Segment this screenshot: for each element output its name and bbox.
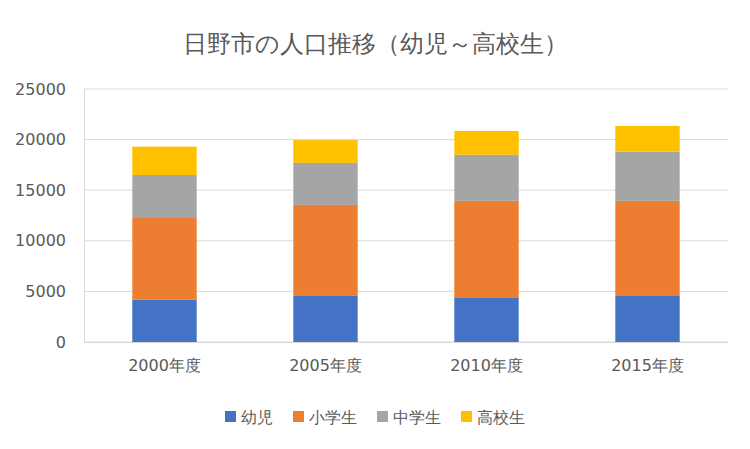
bar	[293, 163, 357, 205]
y-tick: 20000	[15, 130, 84, 149]
y-tick-label: 15000	[15, 181, 66, 200]
legend-item: 幼児	[225, 408, 273, 427]
legend-item: 小学生	[293, 408, 357, 427]
legend: 幼児 小学生 中学生 高校生	[225, 408, 525, 427]
x-tick-label: 2010年度	[450, 356, 523, 375]
x-axis-line	[85, 342, 729, 343]
y-tick-label: 25000	[15, 80, 66, 99]
bar	[293, 296, 357, 342]
chart: 日野市の人口推移（幼児～高校生） 0 5000 10000 15000 20000 2500…	[0, 0, 750, 449]
bar	[132, 175, 196, 218]
bar	[615, 296, 679, 342]
bar	[454, 201, 518, 298]
y-tick: 15000	[15, 181, 84, 200]
y-tick-label: 0	[56, 333, 66, 352]
y-tick: 25000	[15, 80, 84, 99]
x-axis: 2000年度 2005年度 2010年度 2015年度	[85, 342, 729, 375]
bar	[293, 205, 357, 296]
legend-label: 中学生	[393, 408, 441, 427]
title: 日野市の人口推移（幼児～高校生）	[183, 30, 568, 58]
x-tick: 2005年度	[289, 342, 362, 375]
x-tick-label: 2005年度	[289, 356, 362, 375]
legend-swatch	[225, 411, 236, 422]
y-tick-label: 5000	[25, 282, 66, 301]
legend-swatch	[461, 411, 472, 422]
y-tick-label: 20000	[15, 130, 66, 149]
background	[0, 0, 750, 449]
legend-label: 幼児	[241, 408, 273, 427]
legend-swatch	[293, 411, 304, 422]
x-tick: 2010年度	[450, 342, 523, 375]
bar	[615, 201, 679, 296]
bar	[615, 152, 679, 201]
bar	[132, 147, 196, 175]
bar	[132, 218, 196, 299]
bar	[454, 131, 518, 155]
y-tick: 5000	[25, 282, 84, 301]
y-tick-label: 10000	[15, 231, 66, 250]
grid	[84, 89, 728, 342]
y-axis-line	[84, 90, 85, 343]
bars	[132, 126, 679, 342]
x-tick-label: 2000年度	[128, 356, 201, 375]
legend-swatch	[377, 411, 388, 422]
legend-item: 中学生	[377, 408, 441, 427]
grid-line	[84, 89, 728, 90]
bar	[132, 299, 196, 342]
bar	[293, 140, 357, 163]
x-tick-label: 2015年度	[611, 356, 684, 375]
legend-label: 小学生	[309, 408, 357, 427]
legend-item: 高校生	[461, 408, 525, 427]
x-tick: 2000年度	[128, 342, 201, 375]
y-tick: 0	[56, 333, 84, 352]
y-axis: 0 5000 10000 15000 20000 25000	[15, 80, 84, 352]
y-tick: 10000	[15, 231, 84, 250]
bar	[615, 126, 679, 152]
bar	[454, 155, 518, 201]
bar	[454, 298, 518, 342]
x-tick: 2015年度	[611, 342, 684, 375]
legend-label: 高校生	[477, 408, 525, 427]
